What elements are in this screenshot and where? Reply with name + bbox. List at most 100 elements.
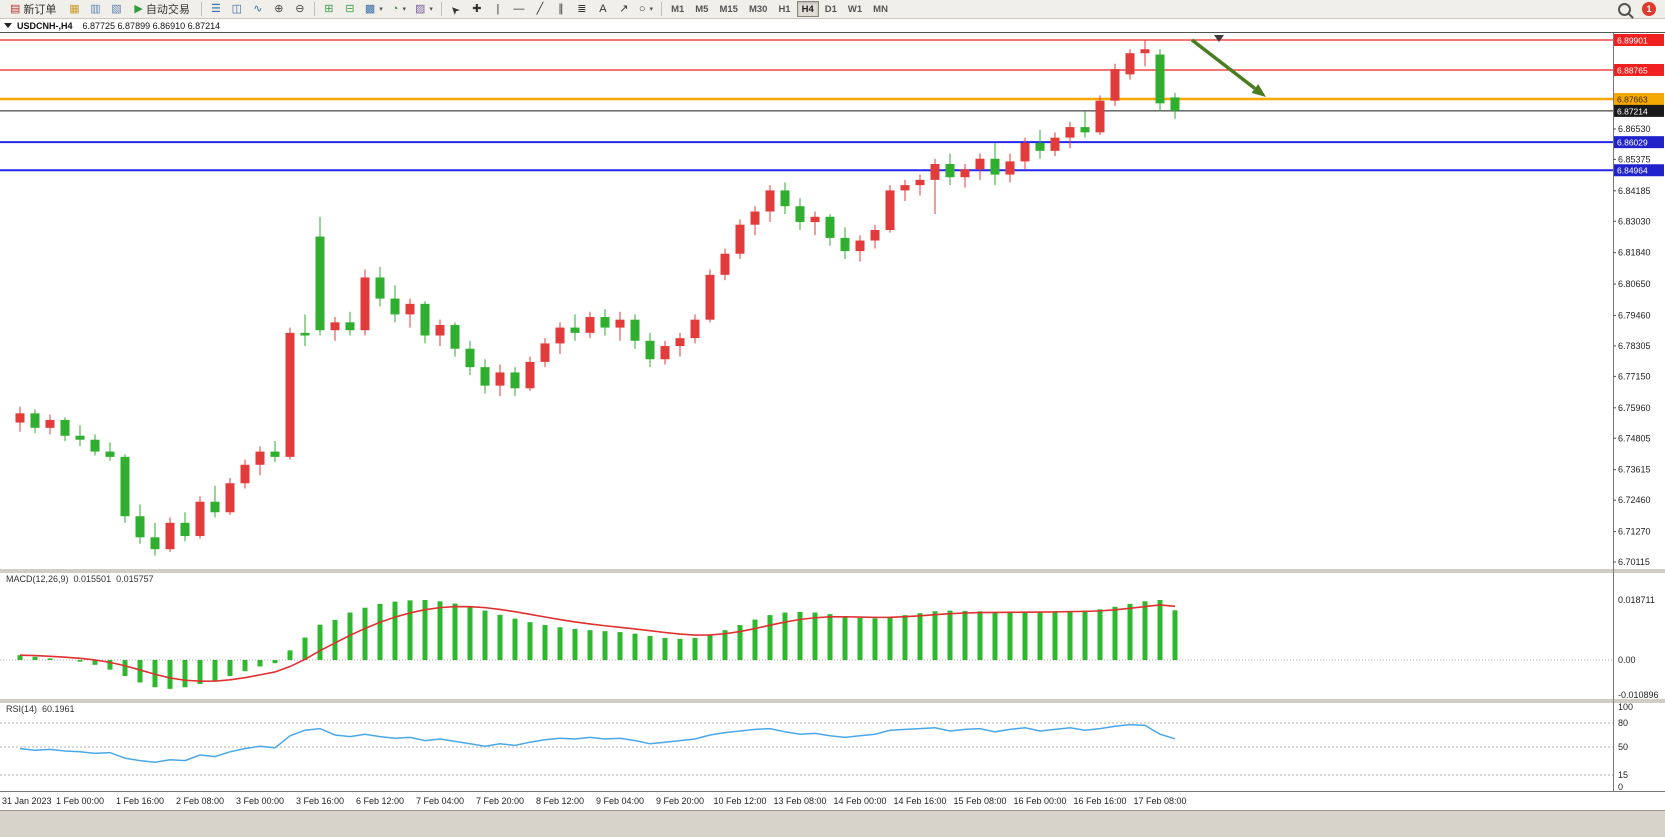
macd-histogram-bar xyxy=(962,610,968,660)
auto-arrange-icon[interactable]: ⊟ xyxy=(340,1,360,18)
rsi-line xyxy=(19,723,1176,763)
candle-body xyxy=(375,277,385,299)
timeframe-m1-button[interactable]: M1 xyxy=(666,1,689,17)
vertical-line-icon: | xyxy=(496,2,500,15)
chart-shift-marker-icon xyxy=(1214,35,1224,42)
channel-icon: ∥ xyxy=(558,2,564,15)
macd-histogram-bar xyxy=(497,614,503,660)
macd-histogram-bar xyxy=(1127,603,1133,660)
macd-histogram-bar xyxy=(107,660,113,670)
macd-histogram-bar xyxy=(932,611,938,660)
macd-histogram-bar xyxy=(257,660,263,667)
timeframe-h1-button[interactable]: H1 xyxy=(773,1,795,17)
toolbar-separator xyxy=(661,2,663,16)
timeframe-m5-button[interactable]: M5 xyxy=(690,1,713,17)
fibonacci-icon[interactable]: ≣ xyxy=(572,1,592,18)
new-chart-dropdown[interactable]: ▩ ▾ xyxy=(361,1,387,18)
timeframe-mn-button[interactable]: MN xyxy=(868,1,893,17)
macd-histogram-bar xyxy=(362,607,368,660)
macd-histogram-bar xyxy=(197,660,203,685)
search-icon[interactable] xyxy=(1618,2,1631,16)
macd-histogram-bar xyxy=(302,637,308,660)
text-label-icon: A xyxy=(599,2,607,15)
timeframe-m15-button[interactable]: M15 xyxy=(714,1,742,17)
timeframe-w1-button[interactable]: W1 xyxy=(843,1,867,17)
time-axis-label: 1 Feb 00:00 xyxy=(56,796,104,806)
zoom-out-icon[interactable]: ⊖ xyxy=(290,1,310,18)
macd-histogram-bar xyxy=(587,630,593,660)
macd-axis-label: 0.00 xyxy=(1618,655,1636,665)
macd-histogram-bar xyxy=(317,624,323,660)
terminal-icon[interactable]: ▧ xyxy=(106,1,126,18)
candle-body xyxy=(675,338,685,347)
candle-body xyxy=(1080,127,1090,133)
candle-body xyxy=(1140,49,1150,54)
macd-histogram-bar xyxy=(467,606,473,660)
trendline-icon[interactable]: ╱ xyxy=(530,1,550,18)
time-axis-label: 1 Feb 16:00 xyxy=(116,796,164,806)
shapes-dropdown-icon: ○ xyxy=(638,2,646,15)
time-axis-label: 14 Feb 16:00 xyxy=(893,796,946,806)
candlestick-chart-icon[interactable]: ◫ xyxy=(227,1,247,18)
macd-histogram-bar xyxy=(1067,610,1073,660)
tile-windows-icon[interactable]: ⊞ xyxy=(319,1,339,18)
autotrading-button[interactable]: ▶ 自动交易 xyxy=(127,1,196,18)
candle-body xyxy=(1110,69,1120,101)
macd-histogram-bar xyxy=(422,600,428,660)
timeframe-h4-button[interactable]: H4 xyxy=(796,1,819,17)
candle-body xyxy=(300,332,310,336)
macd-histogram-bar xyxy=(602,631,608,660)
vertical-line-icon[interactable]: | xyxy=(488,1,508,18)
market-watch-icon: ▦ xyxy=(69,2,80,15)
time-axis-label: 15 Feb 08:00 xyxy=(953,796,1006,806)
time-axis-label: 9 Feb 04:00 xyxy=(596,796,644,806)
shapes-dropdown[interactable]: ○ ▾ xyxy=(635,1,657,18)
macd-main-value: 0.015501 xyxy=(73,574,112,584)
channel-icon[interactable]: ∥ xyxy=(551,1,571,18)
arrows-icon[interactable]: ↗ xyxy=(614,1,634,18)
candle-body xyxy=(405,303,415,315)
chart-symbol-period: USDCNH-,H4 xyxy=(17,20,73,31)
candle-body xyxy=(1065,127,1075,138)
macd-histogram-bar xyxy=(1142,601,1148,660)
new-order-button[interactable]: ▤ 新订单 xyxy=(3,1,63,18)
templates-dropdown[interactable]: ▨ ▾ xyxy=(411,1,437,18)
timeframe-m30-button[interactable]: M30 xyxy=(744,1,772,17)
candle-body xyxy=(135,516,145,538)
candle-body xyxy=(795,206,805,223)
cursor-icon[interactable]: ➤ xyxy=(446,1,466,18)
crosshair-icon[interactable]: ✚ xyxy=(467,1,487,18)
toolbar-separator xyxy=(313,2,315,16)
price-axis-label: 6.78305 xyxy=(1618,341,1651,351)
candle-body xyxy=(870,229,880,241)
profiles-dropdown[interactable]: ◔ ▾ xyxy=(388,1,410,18)
zoom-in-icon[interactable]: ⊕ xyxy=(269,1,289,18)
line-chart-icon[interactable]: ∿ xyxy=(248,1,268,18)
time-axis-label: 7 Feb 20:00 xyxy=(476,796,524,806)
horizontal-line-icon: — xyxy=(513,2,525,15)
candle-body xyxy=(1050,137,1060,151)
data-window-icon[interactable]: ▥ xyxy=(85,1,105,18)
macd-histogram-bar xyxy=(407,600,413,660)
toolbar-button-label: 自动交易 xyxy=(145,4,190,16)
text-label-icon[interactable]: A xyxy=(593,1,613,18)
market-watch-icon[interactable]: ▦ xyxy=(64,1,84,18)
macd-histogram-bar xyxy=(662,637,668,660)
candle-body xyxy=(495,372,505,386)
chart-collapse-icon[interactable] xyxy=(4,23,12,28)
candle-body xyxy=(285,332,295,457)
trend-arrowhead-icon[interactable] xyxy=(1251,84,1266,97)
horizontal-line-icon[interactable]: — xyxy=(509,1,529,18)
chart-macd-splitter[interactable] xyxy=(0,569,1665,573)
candle-body xyxy=(900,185,910,191)
candle-body xyxy=(645,340,655,360)
timeframe-d1-button[interactable]: D1 xyxy=(820,1,842,17)
candle-body xyxy=(450,324,460,349)
candle-body xyxy=(345,322,355,331)
macd-rsi-splitter[interactable] xyxy=(0,699,1665,703)
notification-badge[interactable]: 1 xyxy=(1642,2,1656,16)
bar-chart-icon[interactable]: ☰ xyxy=(206,1,226,18)
trend-arrow-annotation[interactable] xyxy=(1190,38,1256,90)
data-window-icon: ▥ xyxy=(90,2,101,15)
